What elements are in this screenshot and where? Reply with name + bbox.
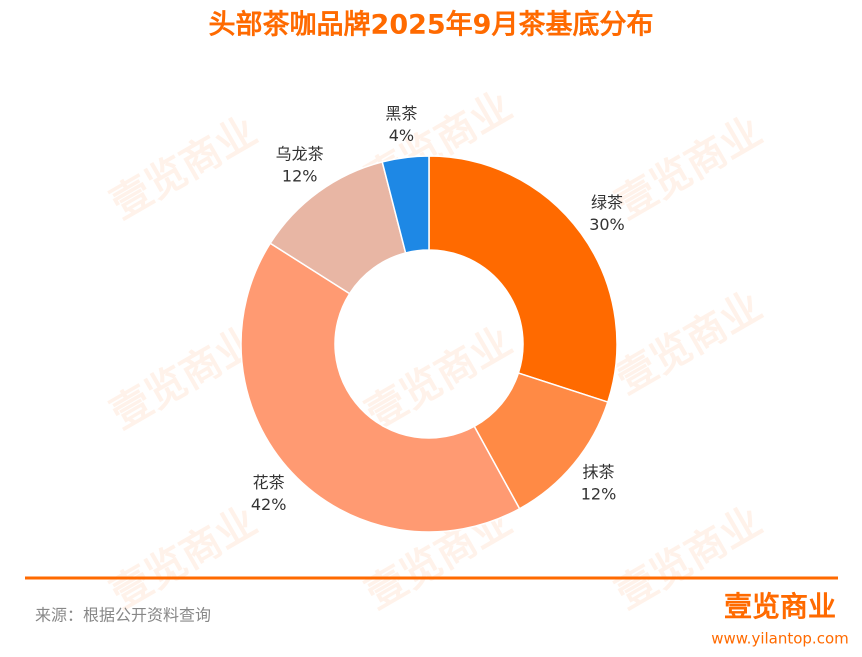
logo-name: 壹览商业 [724, 590, 836, 623]
watermark: 壹览商业 [608, 108, 770, 228]
logo-url: www.yilantop.com [711, 630, 849, 648]
slice-value-label: 12% [282, 167, 318, 186]
slice-value-label: 30% [589, 215, 625, 234]
slice [381, 155, 430, 254]
watermark: 壹览商业 [608, 283, 770, 403]
slice-label: 乌龙茶 [276, 145, 324, 164]
chart-title: 头部茶咖品牌2025年9月茶基底分布 [209, 9, 654, 41]
donut: 绿茶 30% 抹茶 12% 花茶 42% 乌龙茶 12% 黑茶 4% [240, 104, 625, 533]
watermark: 壹览商业 [103, 498, 265, 618]
slice-label: 花茶 [253, 473, 285, 492]
slice-label: 黑茶 [385, 104, 417, 123]
slice-label: 绿茶 [591, 193, 623, 212]
watermark: 壹览商业 [103, 108, 265, 228]
slice [240, 242, 521, 533]
slice [428, 155, 618, 404]
slice-value-label: 12% [581, 485, 617, 504]
source: 来源：根据公开资料查询 [35, 606, 211, 625]
slice-label: 抹茶 [583, 463, 615, 482]
slice-value-label: 4% [389, 126, 414, 145]
slice-value-label: 42% [251, 495, 287, 514]
